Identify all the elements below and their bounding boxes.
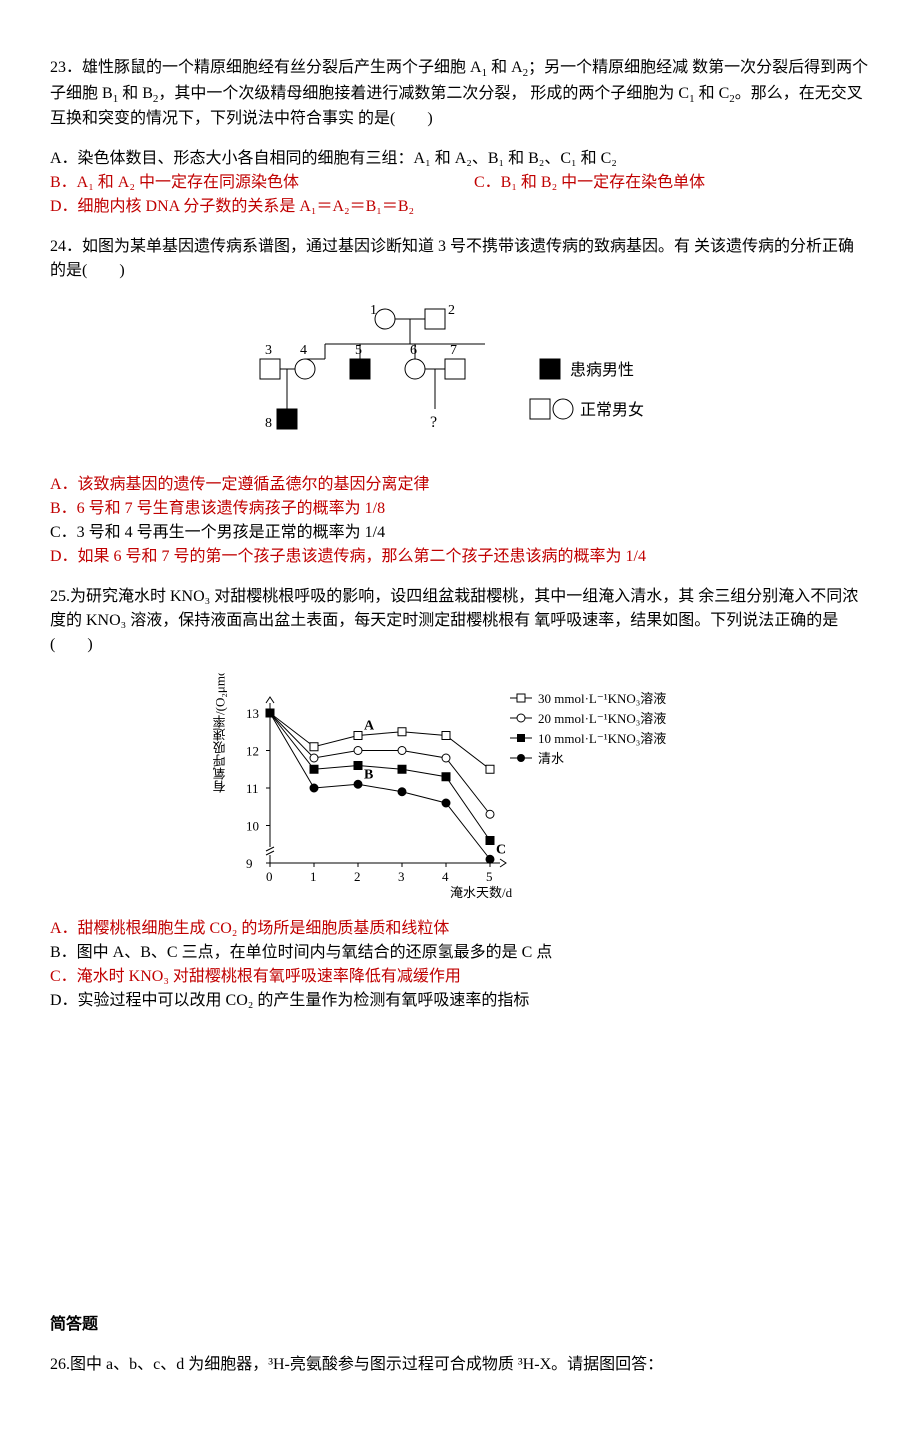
- svg-text:4: 4: [300, 343, 307, 358]
- q25-stem: 25.为研究淹水时 KNO₃ 对甜樱桃根呼吸的影响，设四组盆栽甜樱桃，其中一组淹…: [50, 585, 870, 657]
- q24-opt-b: B．6 号和 7 号生育患该遗传病孩子的概率为 1/8: [50, 497, 870, 521]
- q25-opt-b: B．图中 A、B、C 三点，在单位时间内与氧结合的还原氢最多的是 C 点: [50, 941, 870, 965]
- svg-text:B: B: [364, 768, 373, 783]
- q23-stem: 23．雄性豚鼠的一个精原细胞经有丝分裂后产生两个子细胞 A1 和 A2；另一个精…: [50, 56, 870, 131]
- svg-text:10 mmol·L⁻¹KNO₃溶液: 10 mmol·L⁻¹KNO₃溶液: [538, 731, 666, 746]
- q25-opt-a: A．甜樱桃根细胞生成 CO₂ 的场所是细胞质基质和线粒体: [50, 917, 870, 941]
- q23-opt-a: A．染色体数目、形态大小各自相同的细胞有三组：A₁ 和 A₂、B₁ 和 B₂、C…: [50, 147, 870, 171]
- svg-text:3: 3: [265, 343, 272, 358]
- svg-text:A: A: [364, 719, 375, 734]
- svg-text:淹水天数/d: 淹水天数/d: [450, 885, 513, 900]
- q25-opt-d: D．实验过程中可以改用 CO₂ 的产生量作为检测有氧呼吸速率的指标: [50, 989, 870, 1013]
- svg-text:12: 12: [246, 744, 259, 759]
- legend-normal: 正常男女: [580, 400, 644, 419]
- svg-text:7: 7: [450, 343, 457, 358]
- q24-stem: 24．如图为某单基因遗传病系谱图，通过基因诊断知道 3 号不携带该遗传病的致病基…: [50, 235, 870, 283]
- q24-opt-d: D．如果 6 号和 7 号的第一个孩子患该遗传病，那么第二个孩子还患该病的概率为…: [50, 545, 870, 569]
- question-23: 23．雄性豚鼠的一个精原细胞经有丝分裂后产生两个子细胞 A1 和 A2；另一个精…: [50, 56, 870, 219]
- svg-text:0: 0: [266, 869, 273, 884]
- svg-text:3: 3: [398, 869, 405, 884]
- q23-opt-d: D．细胞内核 DNA 分子数的关系是 A₁＝A₂＝B₁＝B₂: [50, 195, 870, 219]
- svg-text:C: C: [496, 843, 506, 858]
- q26-stem: 26.图中 a、b、c、d 为细胞器，³H-亮氨酸参与图示过程可合成物质 ³H-…: [50, 1353, 870, 1377]
- svg-text:2: 2: [448, 303, 455, 318]
- svg-text:30 mmol·L⁻¹KNO₃溶液: 30 mmol·L⁻¹KNO₃溶液: [538, 691, 666, 706]
- svg-text:5: 5: [355, 343, 362, 358]
- q24-opt-c: C．3 号和 4 号再生一个男孩是正常的概率为 1/4: [50, 521, 870, 545]
- q23-opt-bc: B．A₁ 和 A₂ 中一定存在同源染色体 C．B₁ 和 B₂ 中一定存在染色单体: [50, 171, 870, 195]
- svg-text:?: ?: [430, 414, 437, 431]
- svg-text:清水: 清水: [538, 751, 564, 766]
- svg-text:1: 1: [370, 303, 377, 318]
- svg-text:2: 2: [354, 869, 361, 884]
- q25-opt-c: C．淹水时 KNO₃ 对甜樱桃根有氧呼吸速率降低有减缓作用: [50, 965, 870, 989]
- short-answer-heading: 简答题: [50, 1313, 870, 1337]
- svg-text:有氧呼吸速率/(O₂μmol·g⁻¹·h⁻¹): 有氧呼吸速率/(O₂μmol·g⁻¹·h⁻¹): [213, 673, 228, 793]
- legend-affected: 患病男性: [570, 361, 634, 379]
- svg-text:8: 8: [265, 416, 272, 431]
- svg-text:4: 4: [442, 869, 449, 884]
- svg-text:9: 9: [246, 856, 253, 871]
- svg-text:13: 13: [246, 706, 259, 721]
- svg-text:6: 6: [410, 343, 417, 358]
- svg-text:20 mmol·L⁻¹KNO₃溶液: 20 mmol·L⁻¹KNO₃溶液: [538, 711, 666, 726]
- svg-text:10: 10: [246, 819, 259, 834]
- question-24: 24．如图为某单基因遗传病系谱图，通过基因诊断知道 3 号不携带该遗传病的致病基…: [50, 235, 870, 569]
- svg-text:1: 1: [310, 869, 317, 884]
- q24-opt-a: A．该致病基因的遗传一定遵循孟德尔的基因分离定律: [50, 473, 870, 497]
- svg-text:5: 5: [486, 869, 493, 884]
- svg-text:11: 11: [246, 781, 259, 796]
- line-chart: 012345910111213有氧呼吸速率/(O₂μmol·g⁻¹·h⁻¹)淹水…: [50, 673, 870, 911]
- pedigree-diagram: 1 2 3 4 5 6: [50, 299, 870, 467]
- question-25: 25.为研究淹水时 KNO₃ 对甜樱桃根呼吸的影响，设四组盆栽甜樱桃，其中一组淹…: [50, 585, 870, 1013]
